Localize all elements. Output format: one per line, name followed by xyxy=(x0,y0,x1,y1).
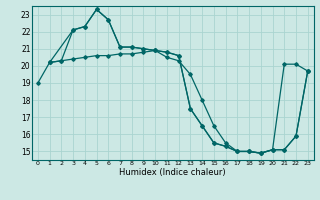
X-axis label: Humidex (Indice chaleur): Humidex (Indice chaleur) xyxy=(119,168,226,177)
